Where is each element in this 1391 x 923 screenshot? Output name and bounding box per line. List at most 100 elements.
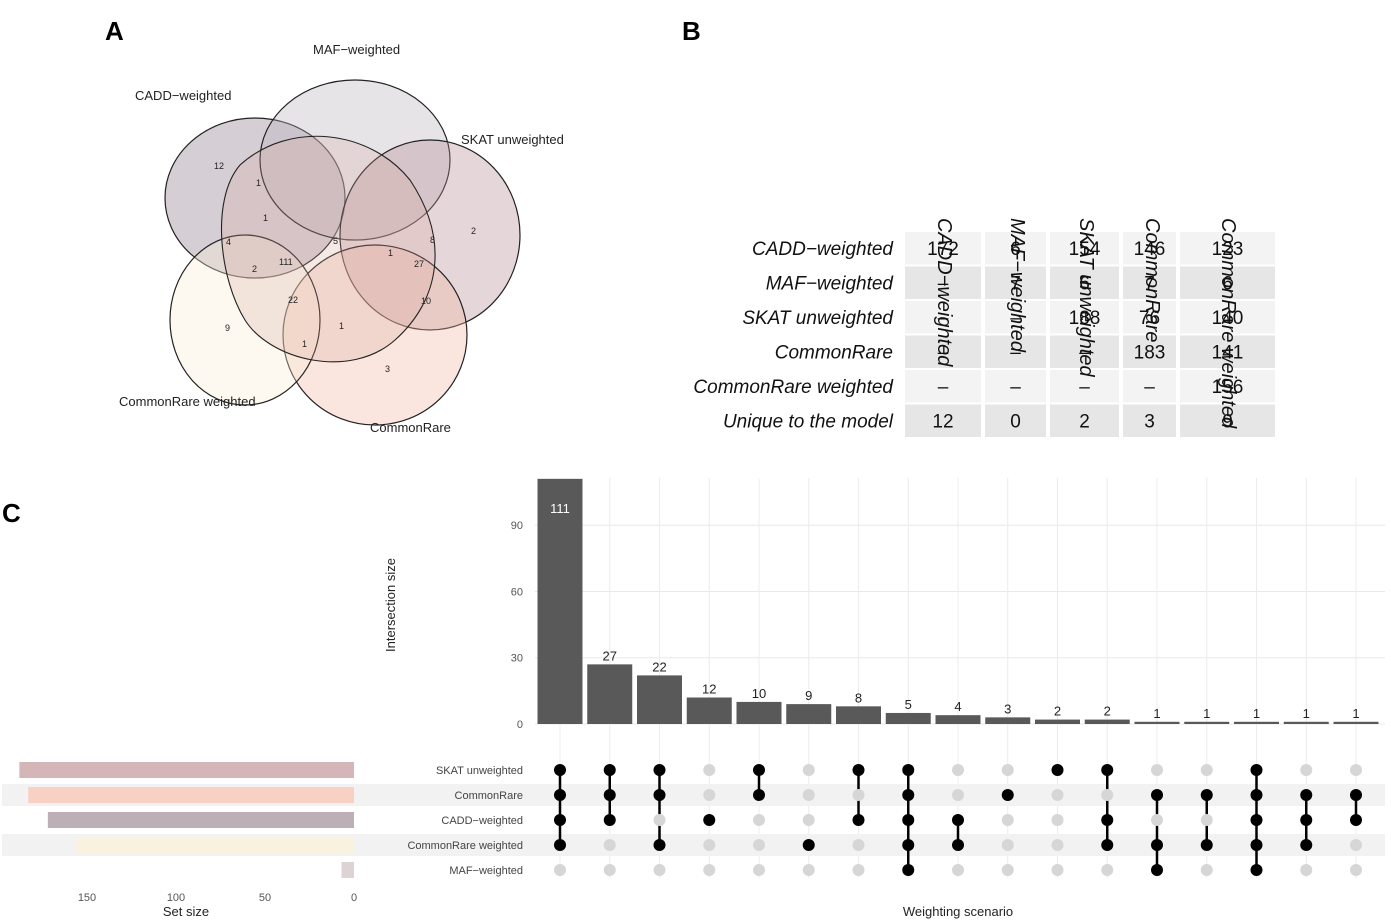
matrix-dot-active (1001, 789, 1014, 801)
y-tick-label: 60 (511, 586, 523, 598)
table-cell: – (938, 343, 949, 364)
intersection-bar (587, 664, 633, 724)
set-size-tick-label: 50 (259, 892, 271, 904)
matrix-dot-inactive (1151, 814, 1163, 826)
matrix-dot-inactive (852, 839, 865, 851)
bar-value-label: 22 (652, 659, 666, 674)
venn-region-count: 4 (226, 237, 231, 247)
matrix-dot-inactive (753, 839, 765, 851)
matrix-dot-inactive (1051, 864, 1064, 876)
table-cell: – (1079, 343, 1090, 364)
table-cell-bg (1123, 266, 1176, 299)
venn-set-skat (339, 139, 521, 331)
table-cell-bg (1180, 370, 1275, 403)
table-cell: 6 (1222, 274, 1233, 295)
matrix-dot-inactive (802, 789, 815, 801)
table-row-label: Unique to the model (723, 412, 894, 433)
table-cell-bg (905, 404, 981, 437)
table-row-label: CADD−weighted (752, 239, 894, 260)
matrix-dot-active (653, 839, 666, 851)
set-size-tick-label: 150 (78, 892, 96, 904)
matrix-dot-active (1051, 764, 1064, 776)
venn-diagram: CADD−weighted MAF−weighted SKAT unweight… (119, 42, 564, 435)
intersection-bar (985, 717, 1031, 724)
venn-label-cadd: CADD−weighted (135, 88, 231, 103)
matrix-dot-inactive (1300, 864, 1313, 876)
matrix-dot-active (753, 764, 765, 776)
matrix-dot-active (1350, 814, 1362, 826)
bar-value-label: 2 (1054, 704, 1061, 719)
venn-label-maf: MAF−weighted (313, 42, 400, 57)
set-size-axis-title: Set size (163, 904, 209, 919)
matrix-dot-inactive (554, 864, 566, 876)
matrix-dot-inactive (703, 839, 716, 851)
matrix-dot-active (1151, 789, 1163, 801)
y-tick-label: 90 (511, 520, 523, 532)
table-cell-bg (1180, 335, 1275, 368)
table-cell: 183 (1134, 343, 1166, 364)
intersection-bar (637, 675, 682, 724)
x-axis-title: Weighting scenario (903, 904, 1013, 919)
venn-set-commonrare (282, 244, 468, 426)
table-cell: 154 (1069, 239, 1101, 260)
table-cell: 76 (1139, 308, 1160, 329)
matrix-dot-inactive (1001, 839, 1014, 851)
bar-value-label: 4 (954, 699, 961, 714)
matrix-dot-active (1250, 789, 1263, 801)
table-cell-bg (905, 335, 981, 368)
intersection-bar (1184, 721, 1230, 724)
matrix-dot-inactive (1350, 864, 1362, 876)
intersection-bar (1283, 721, 1329, 724)
table-column-header: MAF−weighted (1006, 218, 1028, 353)
panel-label-a: A (105, 16, 124, 46)
matrix-dot-active (902, 814, 915, 826)
matrix-dot-inactive (1350, 839, 1362, 851)
table-cell-bg (1050, 266, 1119, 299)
matrix-dot-active (554, 814, 566, 826)
venn-petal (220, 135, 436, 363)
set-size-bar (19, 762, 355, 778)
table-cell-bg (1180, 301, 1275, 334)
intersection-bar (1234, 721, 1279, 724)
matrix-dot-inactive (1151, 764, 1163, 776)
table-cell: 7 (1144, 274, 1155, 295)
matrix-dot-active (1101, 839, 1114, 851)
venn-region-count: 1 (339, 321, 344, 331)
matrix-dot-active (952, 814, 964, 826)
table-cell: – (1010, 377, 1021, 398)
matrix-dot-inactive (1200, 864, 1213, 876)
venn-region-count: 1 (302, 339, 307, 349)
table-cell: 141 (1212, 343, 1244, 364)
matrix-dot-active (1151, 864, 1163, 876)
table-cell: 156 (1212, 377, 1244, 398)
matrix-dot-inactive (1350, 764, 1362, 776)
y-tick-label: 0 (517, 719, 523, 731)
table-column-header: CADD−weighted (933, 218, 955, 367)
matrix-dot-active (653, 764, 666, 776)
bar-value-label: 1 (1253, 706, 1260, 721)
table-cell: 3 (1144, 412, 1155, 433)
venn-region-count: 22 (288, 295, 298, 305)
table-cell: – (1010, 308, 1021, 329)
matrix-dot-inactive (802, 764, 815, 776)
table-cell: – (1144, 377, 1155, 398)
matrix-dot-inactive (852, 789, 865, 801)
table-column-header: SKAT unweighted (1075, 218, 1097, 377)
venn-region-count: 1 (388, 248, 393, 258)
matrix-dot-inactive (653, 814, 666, 826)
venn-region-count: 1 (256, 178, 261, 188)
intersection-bar (1333, 721, 1379, 724)
panel-label-c: C (2, 498, 21, 528)
venn-label-commonrare: CommonRare (370, 420, 451, 435)
intersection-bar (1084, 719, 1130, 724)
matrix-dot-active (1200, 839, 1213, 851)
intersection-bar (836, 706, 881, 724)
set-row-label: CADD−weighted (441, 815, 523, 827)
venn-region-count: 3 (385, 364, 390, 374)
y-tick-label: 30 (511, 653, 523, 665)
table-row-label: MAF−weighted (766, 274, 895, 295)
table-cell: 172 (927, 239, 959, 260)
table-cell-bg (1050, 404, 1119, 437)
table-cell: 9 (1222, 412, 1233, 433)
